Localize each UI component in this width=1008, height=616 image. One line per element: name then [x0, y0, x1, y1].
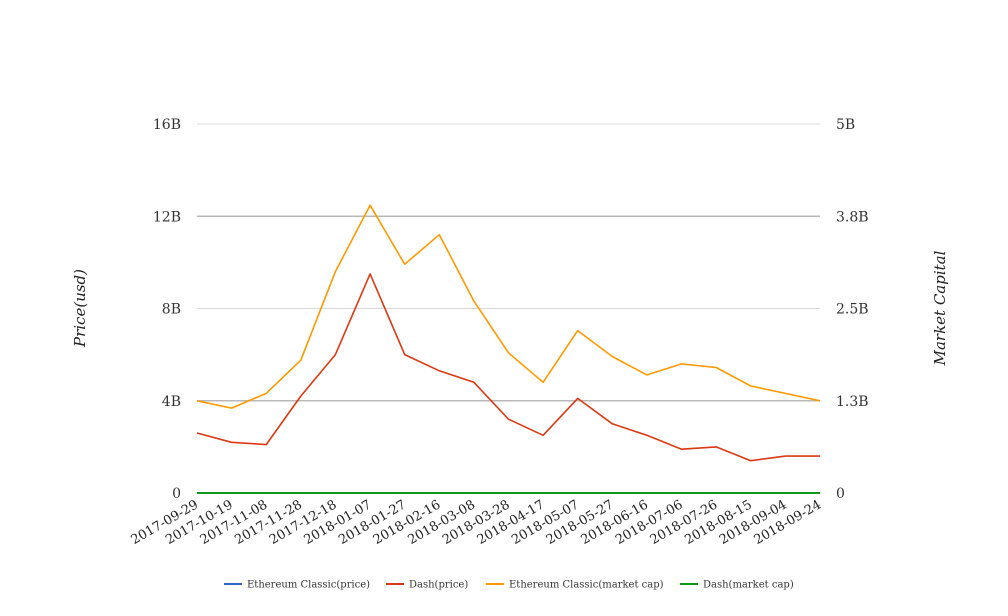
left-tick-label: 12B [153, 209, 181, 225]
gridlines [197, 123, 820, 494]
legend: Ethereum Classic(price) Dash(price) Ethere… [224, 580, 794, 591]
left-axis-ticks: 0 4B 8B 12B 16B [153, 117, 181, 502]
series-line [196, 273, 820, 462]
series-lines [196, 204, 821, 494]
right-tick-label: 1.3B [836, 394, 869, 410]
right-tick-label: 2.5B [836, 302, 869, 318]
legend-label: Dash(market cap) [703, 580, 794, 591]
legend-label: Ethereum Classic(market cap) [509, 580, 664, 591]
legend-label: Ethereum Classic(price) [247, 580, 370, 591]
right-axis-title: Market Capital [931, 250, 949, 366]
right-tick-label: 0 [836, 486, 845, 502]
left-axis-title: Price(usd) [71, 269, 89, 348]
left-tick-label: 8B [162, 302, 181, 318]
left-tick-label: 16B [153, 117, 181, 133]
right-axis-ticks: 0 1.3B 2.5B 3.8B 5B [836, 117, 869, 502]
x-axis-ticks: 2017-09-292017-10-192017-11-082017-11-28… [129, 497, 824, 547]
left-tick-label: 0 [172, 486, 181, 502]
left-tick-label: 4B [162, 394, 181, 410]
right-tick-label: 3.8B [836, 209, 869, 225]
legend-label: Dash(price) [409, 580, 468, 591]
right-tick-label: 5B [836, 117, 855, 133]
series-line [196, 204, 821, 409]
